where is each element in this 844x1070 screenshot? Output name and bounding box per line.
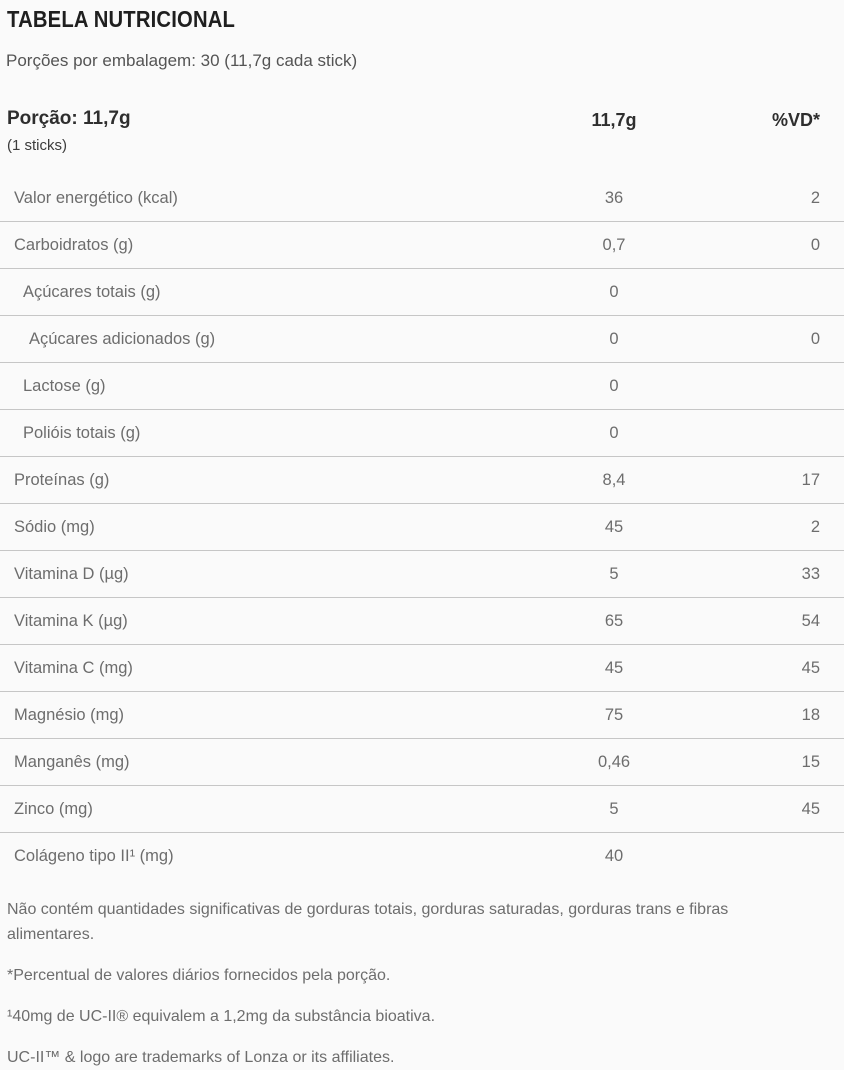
nutrient-label: Açúcares adicionados (g) — [29, 329, 216, 348]
nutrient-label: Polióis totais (g) — [23, 423, 141, 442]
footnote-text: *Percentual de valores diários fornecido… — [7, 967, 391, 984]
nutrient-label: Zinco (mg) — [14, 799, 93, 818]
nutrient-amount: 65 — [604, 611, 624, 630]
nutrient-dv-percent: 17 — [801, 470, 820, 489]
nutrient-label: Carboidratos (g) — [14, 235, 134, 254]
table-row: Colágeno tipo II¹ (mg) 40 — [0, 833, 844, 879]
table-row: Zinco (mg) 5 45 — [0, 786, 844, 833]
nutrition-table: Valor energético (kcal) 36 2 Carboidrato… — [0, 175, 844, 879]
nutrient-amount: 5 — [609, 799, 619, 818]
nutrient-label: Proteínas (g) — [14, 470, 110, 489]
footnote-text: UC-II™ & logo are trademarks of Lonza or… — [7, 1049, 395, 1066]
nutrient-dv-percent: 15 — [801, 752, 820, 771]
nutrient-amount: 45 — [604, 658, 624, 677]
nutrient-label: Colágeno tipo II¹ (mg) — [14, 846, 174, 865]
nutrient-label: Vitamina D (µg) — [14, 564, 129, 583]
table-header: Porção: 11,7g (1 sticks) 11,7g %VD* — [0, 108, 844, 154]
nutrient-dv-percent: 2 — [810, 517, 820, 536]
footnote-text: Não contém quantidades significativas de… — [7, 901, 729, 943]
nutrient-label: Sódio (mg) — [14, 517, 95, 536]
table-row: Vitamina D (µg) 5 33 — [0, 551, 844, 598]
nutrient-amount: 0 — [609, 376, 619, 395]
table-row: Magnésio (mg) 75 18 — [0, 692, 844, 739]
nutrient-label: Valor energético (kcal) — [14, 188, 178, 207]
nutrient-amount: 0 — [609, 282, 619, 301]
nutrient-amount: 36 — [604, 188, 624, 207]
nutrient-label: Manganês (mg) — [14, 752, 130, 771]
table-row: Açúcares totais (g) 0 — [0, 269, 844, 316]
nutrient-dv-percent: 45 — [801, 658, 820, 677]
table-row: Lactose (g) 0 — [0, 363, 844, 410]
nutrient-label: Açúcares totais (g) — [23, 282, 161, 301]
dv-column-header: %VD* — [771, 110, 820, 130]
nutrient-label: Vitamina K (µg) — [14, 611, 128, 630]
portion-header-cell: Porção: 11,7g (1 sticks) — [7, 108, 514, 154]
nutrient-amount: 75 — [604, 705, 624, 724]
nutrient-amount: 0,7 — [602, 235, 626, 254]
footnote-text: ¹40mg de UC-II® equivalem a 1,2mg da sub… — [7, 1008, 436, 1025]
amount-column-header: 11,7g — [591, 110, 637, 130]
nutrient-amount: 40 — [604, 846, 624, 865]
nutrient-dv-percent: 54 — [801, 611, 820, 630]
nutrient-label: Magnésio (mg) — [14, 705, 125, 724]
nutrient-dv-percent: 45 — [801, 799, 820, 818]
nutrient-dv-percent: 0 — [810, 329, 820, 348]
page-title: TABELA NUTRICIONAL — [7, 6, 236, 32]
portion-sub-label: (1 sticks) — [7, 137, 67, 154]
nutrient-amount: 0 — [609, 423, 619, 442]
nutrient-label: Vitamina C (mg) — [14, 658, 133, 677]
nutrient-dv-percent: 33 — [801, 564, 820, 583]
table-row: Valor energético (kcal) 36 2 — [0, 175, 844, 222]
table-row: Vitamina K (µg) 65 54 — [0, 598, 844, 645]
footnotes: Não contém quantidades significativas de… — [0, 897, 844, 1070]
nutrient-label: Lactose (g) — [23, 376, 106, 395]
table-row: Vitamina C (mg) 45 45 — [0, 645, 844, 692]
nutrient-dv-percent: 2 — [810, 188, 820, 207]
table-row: Sódio (mg) 45 2 — [0, 504, 844, 551]
nutrient-amount: 0,46 — [597, 752, 631, 771]
table-row: Proteínas (g) 8,4 17 — [0, 457, 844, 504]
table-row: Açúcares adicionados (g) 0 0 — [0, 316, 844, 363]
portion-label: Porção: 11,7g — [7, 108, 131, 129]
table-row: Carboidratos (g) 0,7 0 — [0, 222, 844, 269]
servings-per-package: Porções por embalagem: 30 (11,7g cada st… — [6, 51, 358, 70]
nutrient-dv-percent: 0 — [810, 235, 820, 254]
table-row: Manganês (mg) 0,46 15 — [0, 739, 844, 786]
nutrient-amount: 45 — [604, 517, 624, 536]
nutrient-amount: 5 — [609, 564, 619, 583]
table-row: Polióis totais (g) 0 — [0, 410, 844, 457]
nutrient-amount: 8,4 — [602, 470, 626, 489]
nutrient-dv-percent: 18 — [801, 705, 820, 724]
nutrient-amount: 0 — [609, 329, 619, 348]
